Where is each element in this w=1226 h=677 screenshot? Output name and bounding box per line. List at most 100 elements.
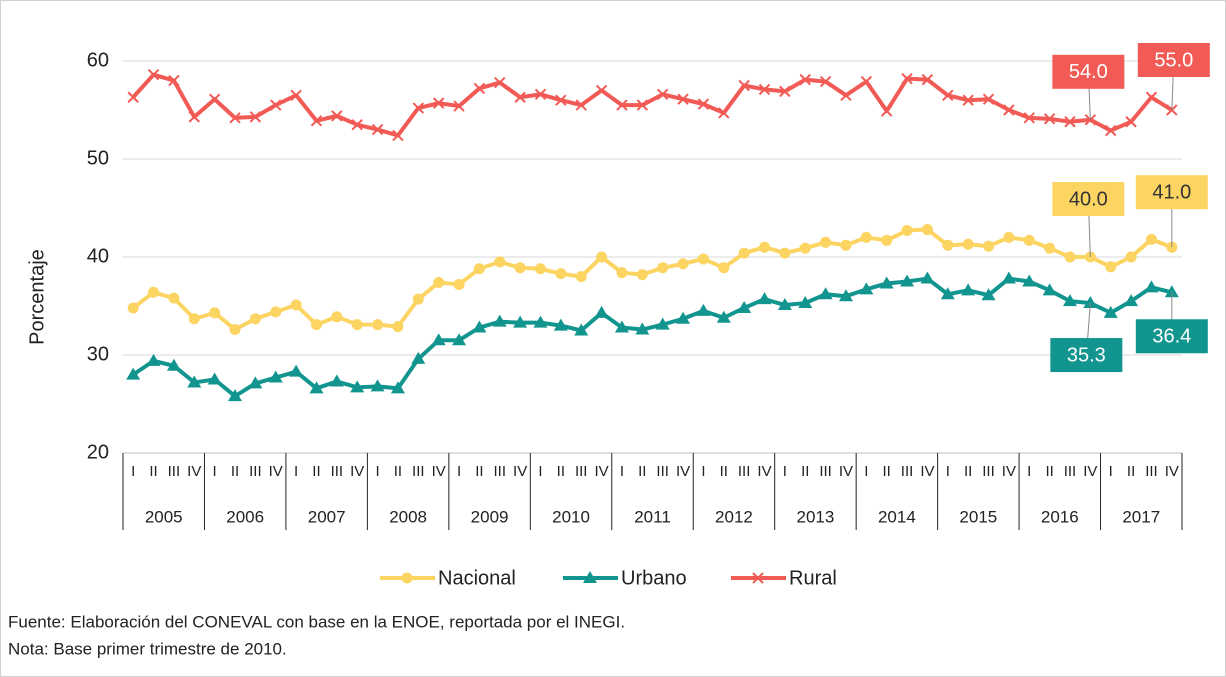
marker — [840, 239, 852, 251]
marker — [329, 374, 344, 387]
data-label: 36.4 — [1152, 326, 1191, 348]
marker — [982, 93, 995, 105]
marker — [492, 314, 507, 327]
x-tick-label: IV — [432, 463, 446, 480]
data-label: 40.0 — [1069, 188, 1108, 210]
x-tick-label: I — [1109, 463, 1113, 480]
marker — [1125, 251, 1137, 263]
x-tick-label: III — [575, 463, 588, 480]
marker — [636, 99, 649, 111]
label-box — [1135, 319, 1208, 354]
year-label: 2005 — [145, 507, 183, 526]
marker — [777, 298, 792, 311]
y-tick-label: 30 — [87, 343, 109, 365]
year-label: 2008 — [389, 507, 427, 526]
x-tick-label: III — [412, 463, 425, 480]
marker — [309, 381, 324, 394]
marker — [716, 310, 731, 323]
marker — [472, 320, 487, 333]
series-line — [131, 227, 1173, 332]
marker — [818, 287, 833, 300]
marker — [718, 107, 730, 119]
legend-label: Rural — [789, 567, 837, 589]
x-tick-label: III — [819, 463, 832, 480]
marker — [1145, 233, 1157, 245]
x-tick-label: III — [494, 463, 507, 480]
marker — [583, 571, 597, 583]
marker — [961, 283, 976, 296]
marker — [574, 323, 589, 336]
marker — [595, 84, 608, 97]
marker — [616, 267, 628, 279]
label-box — [1137, 43, 1210, 77]
marker — [310, 319, 322, 331]
marker — [431, 333, 446, 346]
x-tick-label: II — [1127, 463, 1135, 480]
marker — [168, 74, 180, 87]
marker — [553, 318, 568, 331]
marker — [127, 302, 139, 314]
x-tick-label: I — [701, 463, 705, 480]
marker — [289, 364, 304, 377]
marker — [655, 317, 670, 330]
marker — [168, 292, 180, 304]
year-label: 2015 — [959, 507, 997, 526]
marker — [1022, 274, 1037, 287]
year-label: 2011 — [634, 507, 671, 526]
x-tick-label: IV — [920, 463, 934, 480]
x-tick-label: II — [475, 463, 483, 480]
marker — [411, 351, 426, 364]
marker — [1003, 104, 1015, 116]
marker — [533, 315, 548, 328]
marker — [392, 129, 404, 142]
marker — [207, 372, 222, 385]
marker — [350, 380, 365, 393]
x-tick-label: IV — [187, 463, 201, 480]
marker — [697, 98, 710, 110]
x-tick-label: II — [883, 463, 891, 480]
marker — [494, 76, 506, 89]
marker — [1144, 280, 1159, 293]
marker — [331, 110, 343, 122]
marker — [1023, 234, 1035, 246]
marker — [371, 123, 384, 136]
data-label: 54.0 — [1069, 61, 1108, 83]
marker — [249, 313, 261, 325]
marker — [148, 286, 160, 298]
x-tick-label: III — [249, 463, 262, 480]
x-tick-label: III — [1145, 463, 1158, 480]
x-tick-label: IV — [676, 463, 690, 480]
marker — [880, 105, 893, 117]
marker — [1083, 296, 1098, 309]
marker — [798, 296, 813, 309]
data-label: 35.3 — [1067, 344, 1106, 366]
label-box — [1135, 175, 1208, 210]
x-tick-label: IV — [350, 463, 364, 480]
marker — [799, 242, 811, 254]
x-tick-label: III — [901, 463, 914, 480]
x-tick-label: I — [375, 463, 379, 480]
marker — [208, 93, 221, 105]
y-axis-label: Porcentaje — [26, 249, 48, 345]
marker — [838, 289, 853, 302]
marker — [1084, 114, 1097, 126]
marker — [1103, 305, 1118, 318]
marker — [1023, 112, 1035, 124]
marker — [1124, 294, 1139, 307]
marker — [126, 367, 141, 380]
x-tick-label: I — [538, 463, 542, 480]
marker — [453, 278, 465, 290]
x-tick-label: I — [213, 463, 217, 480]
marker — [534, 88, 547, 101]
x-tick-label: I — [783, 463, 787, 480]
marker — [981, 288, 996, 301]
x-tick-label: I — [946, 463, 950, 480]
x-tick-label: II — [638, 463, 646, 480]
marker — [879, 276, 894, 289]
marker — [942, 89, 954, 102]
x-tick-label: II — [312, 463, 320, 480]
marker — [676, 311, 691, 324]
marker — [390, 381, 405, 394]
marker — [127, 91, 139, 103]
